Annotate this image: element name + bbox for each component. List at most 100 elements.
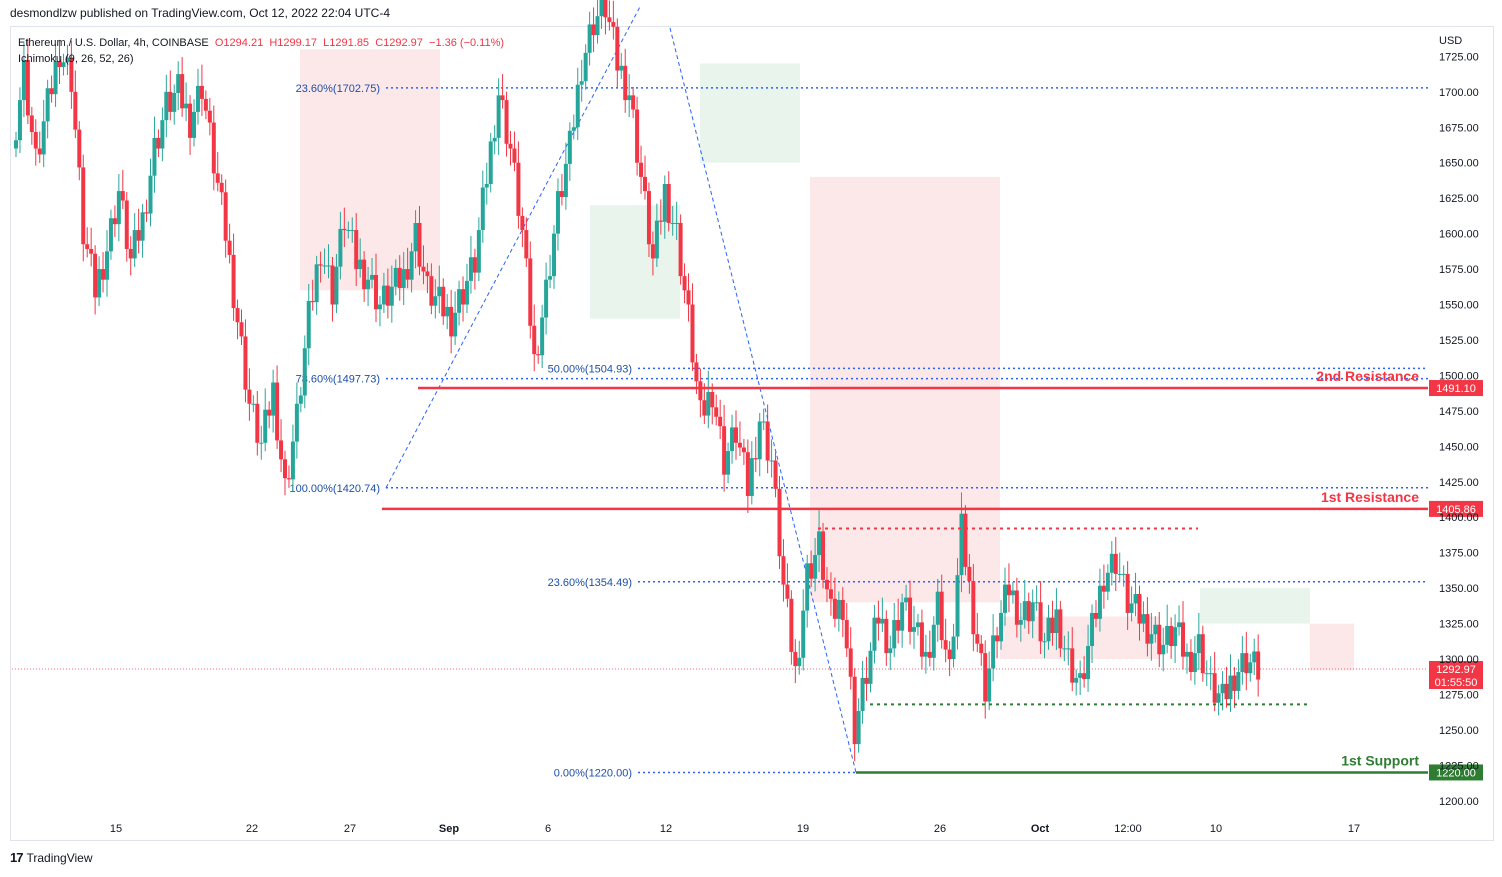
price-tag-label: 1405.86 [1436,504,1476,516]
candle-body [445,306,450,317]
tradingview-logo-icon: 17 [10,850,24,865]
candle-body [346,230,351,232]
candle-body [279,440,284,460]
candle-body [619,65,624,71]
key-level-label: 1st Support [1341,752,1419,768]
candle-body [283,459,288,479]
candle-body [840,599,845,621]
candle-body [643,176,647,192]
cloud-patch [1200,588,1310,624]
candle-body [14,140,18,149]
candle-body [116,191,121,225]
candle-body [813,555,818,579]
candle-body [919,622,924,657]
candle-body [1074,677,1079,683]
candle-body [931,624,936,658]
candle-body [192,111,197,138]
candle-body [195,85,200,112]
currency-label: USD [1439,35,1462,47]
candle-body [1070,648,1075,683]
price-tick-label: 1475.00 [1439,406,1479,418]
candle-body [1173,627,1178,647]
price-tick-label: 1725.00 [1439,51,1479,63]
symbol-label: Ethereum / U.S. Dollar, 4h, COINBASE [18,37,209,49]
candle-body [1224,683,1229,700]
time-tick-label: 26 [934,823,946,835]
candle-body [571,127,576,131]
candle-body [1137,594,1142,624]
candle-body [53,61,58,95]
candle-body [844,620,849,649]
candle-body [389,286,394,306]
candle-body [409,251,414,280]
candle-body [1204,673,1209,675]
candle-body [702,400,707,416]
candle-body [160,120,165,149]
candle-body [457,289,462,313]
fib-label: 0.00%(1220.00) [554,767,632,779]
candle-body [1165,625,1170,645]
candle-body [730,427,735,452]
candle-body [231,254,236,309]
candle-body [623,65,628,101]
candle-body [294,403,299,442]
candle-body [342,228,347,231]
candle-body [1192,653,1197,673]
candle-body [726,451,731,475]
candle-body [876,617,881,624]
candle-body [25,59,30,116]
candle-body [504,100,509,144]
candle-body [156,137,161,149]
time-tick-label: 19 [797,823,809,835]
candle-body [935,591,940,625]
close-value: C1292.97 [375,37,423,49]
candle-body [1101,585,1106,592]
candle-body [1082,673,1087,680]
candle-body [512,148,517,163]
candle-body [793,651,798,667]
candle-body [215,173,220,183]
candle-body [413,222,418,252]
candle-body [639,162,644,177]
candle-body [223,192,228,241]
candle-body [136,230,141,241]
candle-body [951,636,956,660]
candle-body [1018,620,1023,625]
candle-body [674,222,679,224]
candle-body [322,265,327,267]
price-tick-label: 1500.00 [1439,370,1479,382]
candle-body [120,191,125,201]
chart-frame[interactable] [10,26,1494,841]
candle-body [686,290,691,305]
key-level-label: 1st Resistance [1321,489,1419,505]
candle-body [908,597,913,632]
candle-body [441,286,446,317]
candle-body [1050,617,1055,634]
footer: 17 TradingView [10,850,93,865]
price-tick-label: 1600.00 [1439,229,1479,241]
candle-body [1145,614,1150,644]
candle-body [864,677,869,684]
time-axis: 15 22 27 Sep 6 12 19 26 Oct 12:00 10 17 [110,823,1360,835]
candle-body [872,617,877,651]
price-tick-label: 1250.00 [1439,725,1479,737]
candle-body [49,88,54,95]
candle-body [1058,609,1063,649]
candle-body [314,264,319,303]
candle-body [995,635,1000,642]
candle-body [745,452,750,496]
candle-body [781,556,786,585]
candle-body [358,259,363,270]
candle-body [104,251,109,280]
candle-body [789,598,794,652]
fib-label: 78.60%(1497.73) [296,374,380,386]
candle-body [29,115,34,132]
cloud-patch [1310,623,1354,671]
candle-body [635,109,640,163]
candle-body [247,389,252,404]
candle-body [425,271,430,277]
countdown-timer: 01:55:50 [1435,677,1478,689]
time-tick-label: Sep [439,823,459,835]
price-tick-label: 1375.00 [1439,548,1479,560]
